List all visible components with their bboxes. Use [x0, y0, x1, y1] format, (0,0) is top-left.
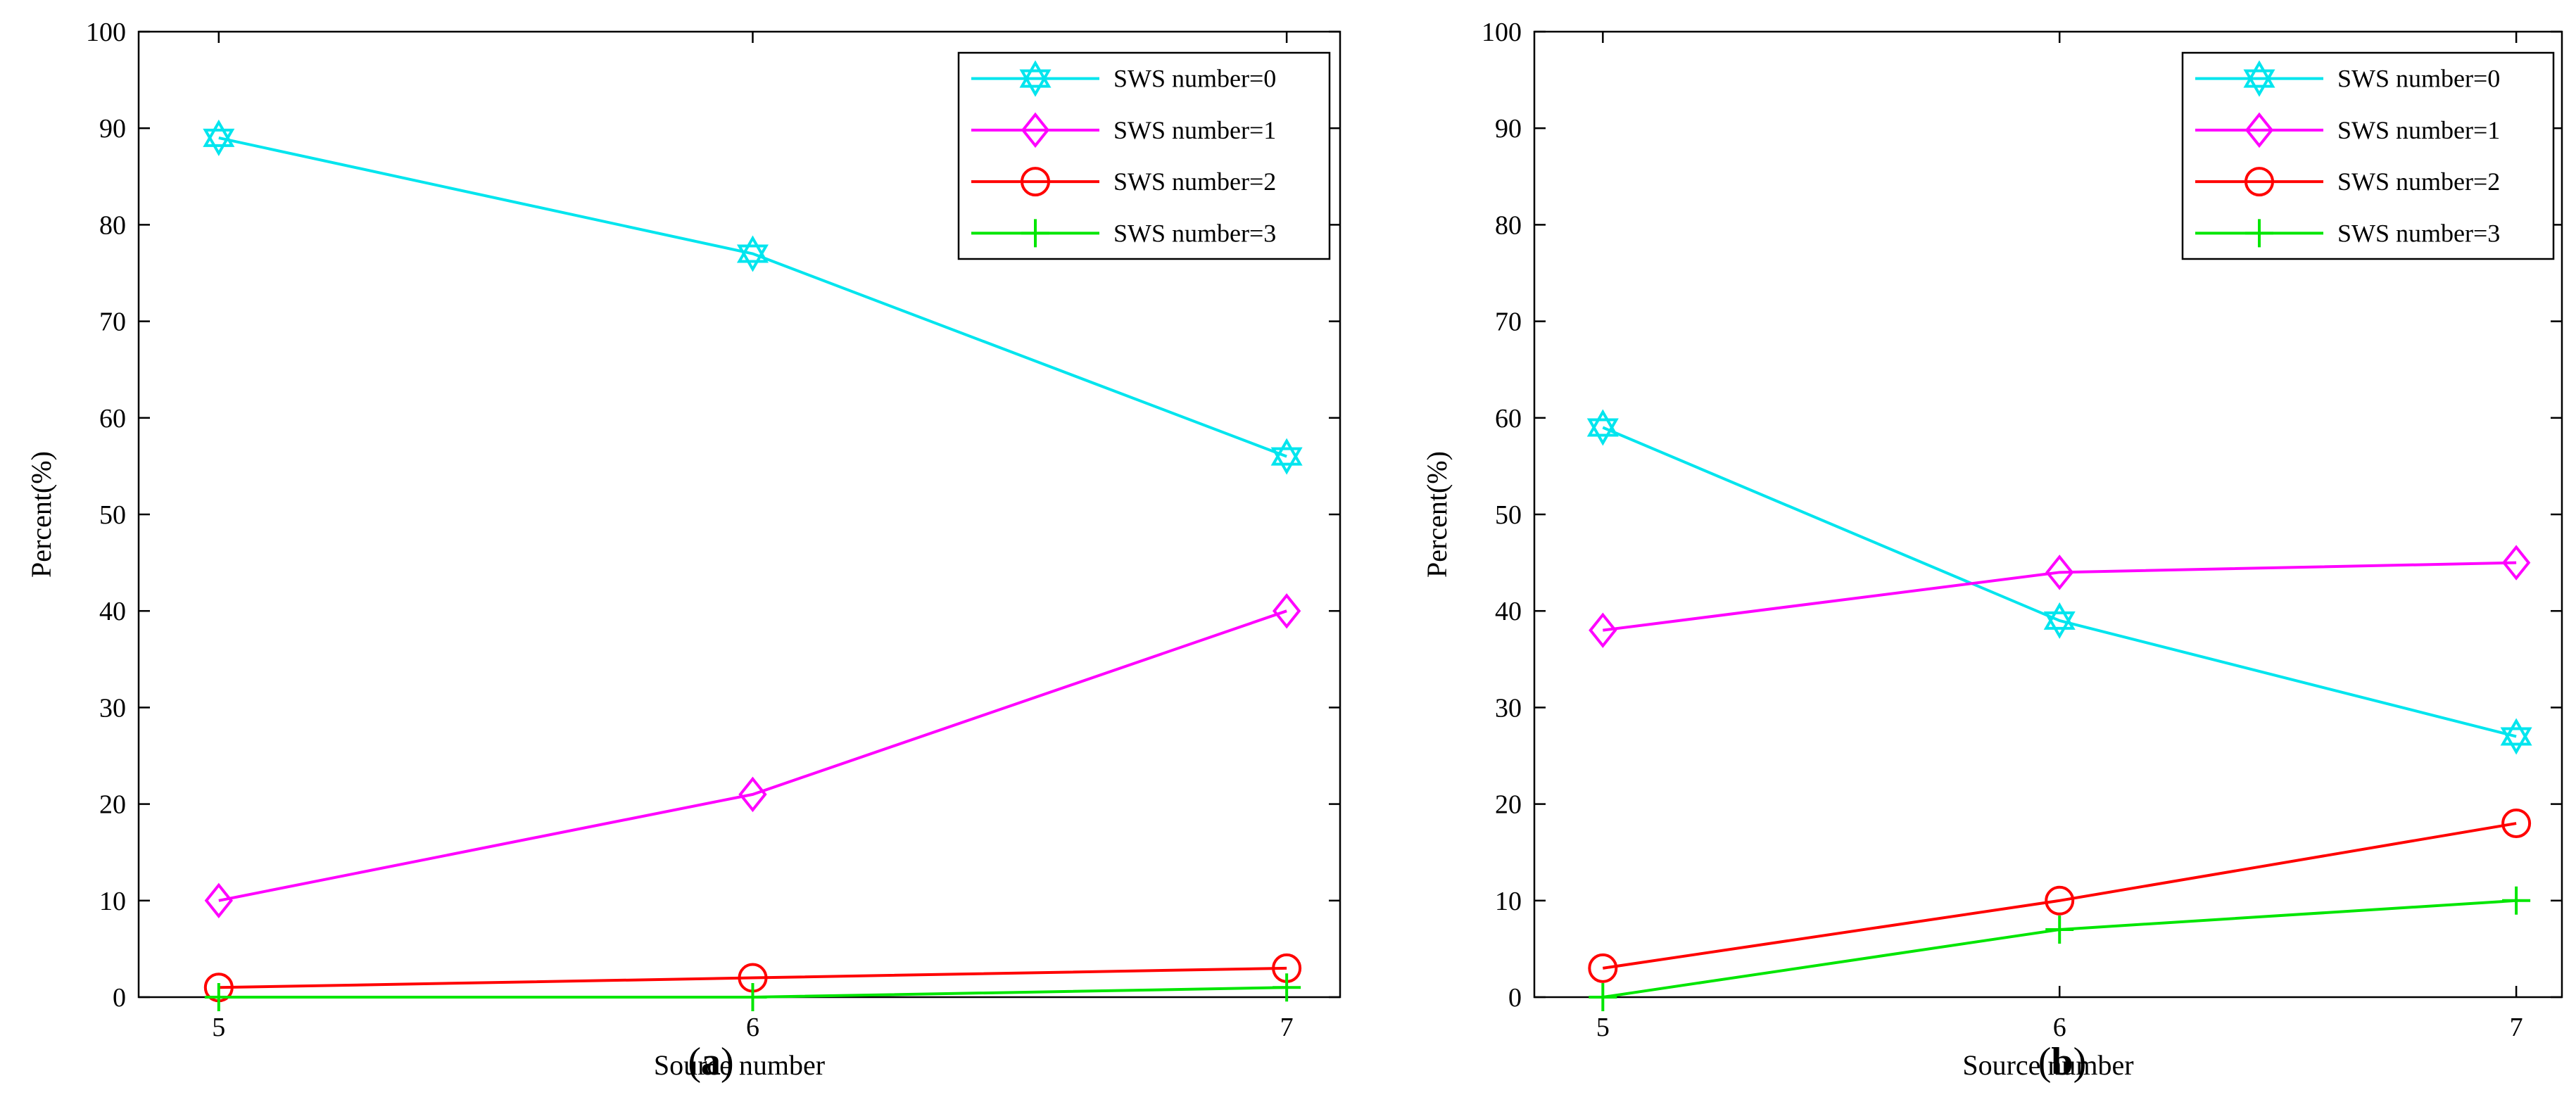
y-tick-label: 40 — [99, 597, 126, 626]
data-point-0-2 — [2500, 718, 2532, 755]
data-point-1-0 — [204, 882, 233, 919]
series-0 — [1586, 409, 2532, 755]
legend-marker-3 — [1021, 219, 1049, 248]
data-point-0-1 — [2043, 602, 2076, 639]
series-2 — [1588, 809, 2532, 983]
series-3 — [204, 973, 1301, 1011]
data-point-3-1 — [738, 983, 767, 1011]
legend-label-3: SWS number=3 — [2337, 219, 2500, 247]
y-tick-label: 80 — [1495, 210, 1522, 240]
data-point-1-2 — [1272, 593, 1301, 629]
series-line-1 — [1603, 561, 2517, 632]
x-tick-label: 5 — [212, 1013, 225, 1042]
y-tick-label: 0 — [1508, 983, 1522, 1013]
panel-label: (a) — [688, 1040, 733, 1084]
data-point-3-1 — [2045, 915, 2074, 944]
series-line-0 — [1602, 426, 2517, 738]
y-tick-label: 50 — [99, 500, 126, 530]
y-tick-label: 10 — [1495, 887, 1522, 916]
y-tick-label: 100 — [86, 18, 126, 47]
legend-marker-1 — [1021, 112, 1050, 148]
y-tick-label: 50 — [1495, 500, 1522, 530]
data-point-3-2 — [1273, 973, 1301, 1002]
y-tick-label: 70 — [1495, 308, 1522, 337]
data-point-0-1 — [736, 235, 769, 272]
x-tick-label: 6 — [746, 1013, 759, 1042]
data-point-1-1 — [2045, 555, 2074, 590]
series-line-0 — [218, 136, 1287, 458]
data-point-0-0 — [203, 119, 235, 156]
y-tick-label: 80 — [99, 210, 126, 240]
panel-label-open: ( — [2038, 1040, 2052, 1084]
y-tick-label: 60 — [99, 404, 126, 433]
y-tick-label: 30 — [99, 693, 126, 723]
chart-panel-b: 0 10 20 30 40 50 60 70 80 90 100 5 6 7 Source number Pe… — [1421, 18, 2563, 1084]
panel-label-open: ( — [688, 1040, 701, 1084]
panel-label: (b) — [2038, 1040, 2086, 1084]
panel-label-letter: b — [2051, 1040, 2073, 1084]
legend-label-1: SWS number=1 — [1113, 116, 1276, 144]
x-tick-label: 5 — [1596, 1013, 1610, 1042]
series-line-2 — [1603, 822, 2517, 970]
legend-marker-3 — [2245, 219, 2273, 248]
y-tick-label: 10 — [99, 887, 126, 916]
data-point-0-0 — [1586, 409, 1619, 446]
data-point-3-0 — [1589, 983, 1617, 1011]
y-tick-label: 30 — [1495, 693, 1522, 723]
y-tick-label: 90 — [99, 114, 126, 144]
data-point-3-0 — [204, 983, 233, 1011]
y-tick-label: 0 — [113, 983, 126, 1013]
x-axis-label: Source number — [654, 1049, 825, 1081]
data-point-1-0 — [1589, 612, 1617, 648]
legend: SWS number=0 SWS number=1 SWS number=2 SWS … — [2181, 51, 2555, 260]
y-tick-label: 20 — [1495, 790, 1522, 820]
data-point-3-2 — [2502, 886, 2531, 915]
panel-label-close: ) — [2073, 1040, 2087, 1084]
chart-panel-a: 0 10 20 30 40 50 60 70 80 90 100 5 6 7 Source number Pe… — [25, 18, 1341, 1084]
legend-marker-1 — [2244, 112, 2274, 148]
y-axis-label: Percent(%) — [1421, 451, 1453, 578]
x-tick-label: 7 — [1280, 1013, 1294, 1042]
data-point-1-2 — [2501, 545, 2531, 581]
data-point-2-2 — [2501, 809, 2532, 839]
panel-label-close: ) — [721, 1040, 734, 1084]
y-tick-label: 60 — [1495, 404, 1522, 433]
legend-label-0: SWS number=0 — [1113, 65, 1276, 93]
legend-label-0: SWS number=0 — [2337, 65, 2500, 93]
series-1 — [204, 593, 1301, 919]
legend-label-2: SWS number=2 — [1113, 167, 1276, 196]
y-tick-label: 100 — [1482, 18, 1522, 47]
legend: SWS number=0 SWS number=1 SWS number=2 SWS … — [957, 51, 1331, 260]
series-0 — [203, 119, 1303, 475]
series-1 — [1589, 545, 2531, 648]
y-tick-label: 90 — [1495, 114, 1522, 144]
y-tick-label: 20 — [99, 790, 126, 820]
legend-label-2: SWS number=2 — [2337, 167, 2500, 196]
data-point-2-0 — [1588, 953, 1618, 983]
y-tick-label: 40 — [1495, 597, 1522, 626]
legend-label-1: SWS number=1 — [2337, 116, 2500, 144]
legend-marker-2 — [2244, 167, 2274, 197]
x-tick-label: 6 — [2053, 1013, 2066, 1042]
data-point-0-2 — [1270, 438, 1303, 475]
legend-marker-2 — [1021, 167, 1050, 197]
series-line-1 — [218, 609, 1287, 902]
y-axis-label: Percent(%) — [25, 451, 57, 578]
series-line-2 — [218, 966, 1287, 989]
data-point-2-1 — [2045, 885, 2075, 916]
series-2 — [203, 953, 1302, 1003]
legend-marker-0 — [1019, 60, 1052, 97]
x-axis-label: Source number — [1962, 1049, 2133, 1081]
legend-label-3: SWS number=3 — [1113, 219, 1276, 247]
x-tick-label: 7 — [2510, 1013, 2523, 1042]
data-point-1-1 — [738, 776, 767, 813]
series-3 — [1589, 886, 2531, 1011]
panel-label-letter: a — [701, 1040, 721, 1084]
legend-marker-0 — [2243, 60, 2275, 97]
y-tick-label: 70 — [99, 308, 126, 337]
